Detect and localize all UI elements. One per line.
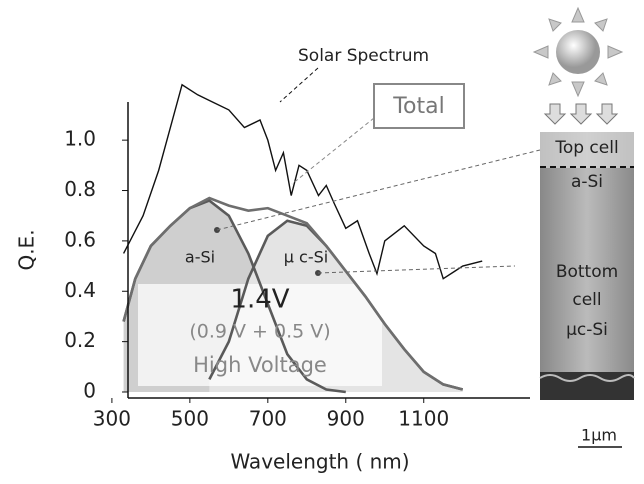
cell-label: Top cell: [554, 138, 618, 158]
scale-bar-label: 1μm: [581, 426, 617, 445]
cell-label: Bottom: [556, 262, 618, 282]
y-tick-label: 1.0: [64, 127, 96, 151]
cell-label: a-Si: [571, 172, 603, 192]
series-label: Solar Spectrum: [298, 46, 429, 66]
series-label: Total: [392, 94, 444, 119]
leader: [279, 67, 319, 103]
cell-label: cell: [572, 290, 601, 310]
y-tick-label: 0.8: [64, 177, 96, 201]
x-tick-label: 900: [327, 407, 365, 431]
x-axis-label: Wavelength ( nm): [230, 450, 409, 474]
y-tick-label: 0.4: [64, 278, 96, 302]
series-label: μ c-Si: [284, 248, 328, 267]
leader: [291, 117, 375, 185]
leader: [216, 149, 541, 231]
y-tick-label: 0.2: [64, 328, 96, 352]
y-tick-label: 0.6: [64, 227, 96, 251]
x-tick-label: 1100: [398, 407, 449, 431]
cell-label: μc-Si: [566, 320, 608, 340]
sun: [532, 6, 624, 125]
cell-image: [540, 132, 634, 400]
x-tick-label: 500: [171, 407, 209, 431]
plot: [122, 83, 483, 394]
leader: [317, 265, 516, 274]
series-label: a-Si: [185, 248, 215, 267]
annotation-box: [138, 284, 382, 386]
annotation: 1.4V: [230, 285, 289, 315]
line: [122, 83, 483, 280]
y-axis-label: Q.E.: [15, 229, 39, 270]
x-tick-label: 300: [93, 407, 131, 431]
y-tick-label: 0: [83, 379, 96, 403]
annotation: (0.9 V + 0.5 V): [189, 321, 330, 343]
x-tick-label: 700: [249, 407, 287, 431]
total-box: [373, 83, 465, 129]
annotation: High Voltage: [193, 353, 327, 377]
line: [122, 196, 464, 391]
